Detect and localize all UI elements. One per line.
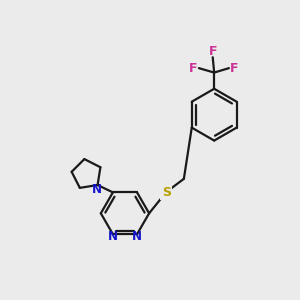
Text: F: F: [208, 45, 217, 58]
Text: N: N: [108, 230, 118, 243]
Text: F: F: [189, 61, 198, 75]
Text: N: N: [92, 183, 102, 196]
Text: N: N: [132, 230, 142, 243]
Text: F: F: [230, 61, 238, 75]
Text: S: S: [162, 186, 171, 199]
